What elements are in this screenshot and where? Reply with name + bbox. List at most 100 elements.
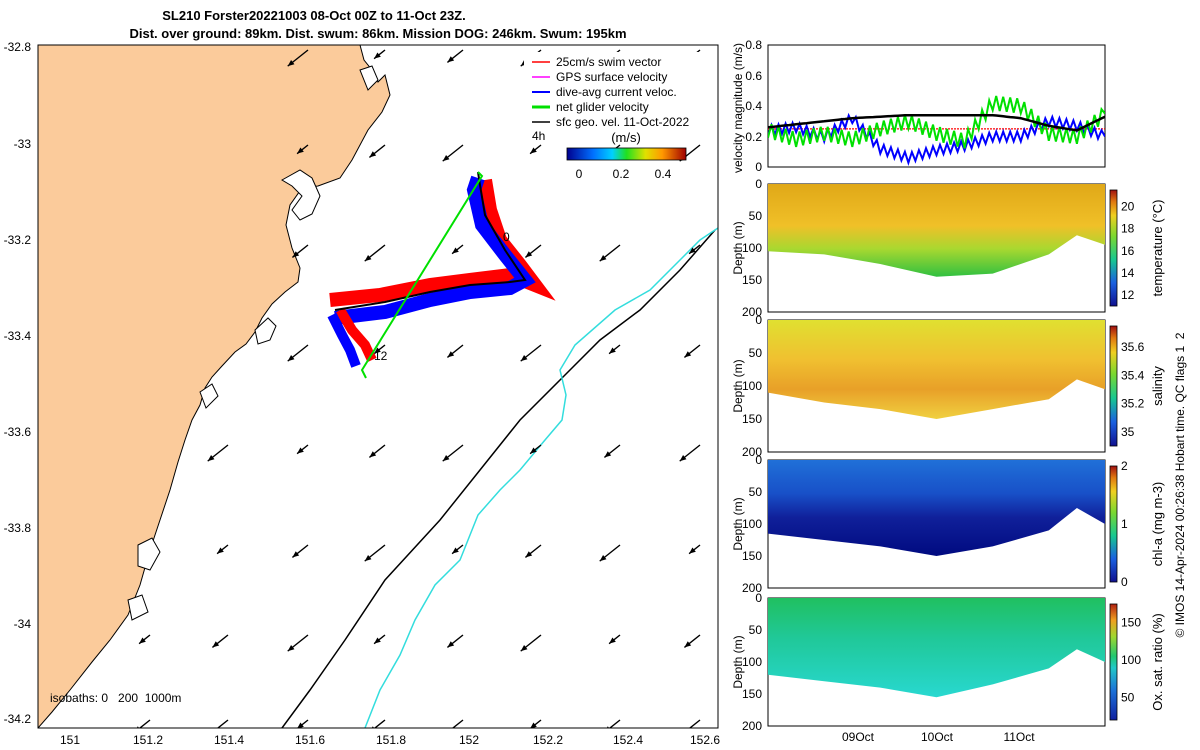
geo-velocity-arrow (287, 49, 309, 67)
colorbar-unit-label: (m/s) (611, 130, 641, 145)
map-ytick: -33.8 (4, 521, 32, 535)
map-xtick: 152.6 (690, 733, 720, 747)
colorbar-tick: 0.4 (655, 167, 672, 181)
map-xtick: 152.2 (533, 733, 563, 747)
section-ylabel: Depth (m) (731, 221, 745, 274)
isobaths-label: isobaths: 0 200 1000m (50, 691, 181, 705)
vel-ytick: 0 (755, 160, 762, 174)
geo-velocity-arrow (373, 634, 386, 645)
map-ytick: -34 (14, 617, 32, 631)
section-temperature: 0 50 100 150 200 Depth (m) 12 14 16 18 20 temperatu… (731, 177, 1165, 319)
colorbar-tick: 150 (1121, 616, 1141, 630)
colorbar-tick: 50 (1121, 691, 1135, 705)
colorbar-tick: 0.2 (613, 167, 630, 181)
land-mass (38, 45, 391, 728)
section-field (768, 184, 1105, 277)
section-xtick: 10Oct (921, 730, 954, 744)
section-field (768, 320, 1105, 419)
section-colorbar (1109, 603, 1118, 721)
lake-6 (359, 65, 379, 91)
legend-label: 25cm/s swim vector (556, 55, 661, 69)
section-ytick: 200 (742, 445, 762, 459)
geo-velocity-arrow (373, 49, 386, 60)
velocity-series-net-glider-velocity (768, 95, 1105, 149)
section-ytick: 0 (755, 591, 762, 605)
geo-velocity-arrow (446, 49, 464, 63)
geo-velocity-arrow (287, 344, 309, 362)
geo-velocity-arrow (529, 719, 542, 728)
geo-velocity-arrow (442, 144, 464, 162)
geo-velocity-arrow (138, 634, 151, 645)
section-colorbar (1109, 325, 1118, 447)
map-xtick: 151.8 (376, 733, 406, 747)
title-line-2: Dist. over ground: 89km. Dist. swum: 86k… (129, 26, 626, 41)
section-field (768, 598, 1105, 698)
geo-velocity-arrow (373, 344, 386, 355)
lake-3 (199, 383, 219, 409)
geo-velocity-arrow (287, 634, 309, 652)
title-line-1: SL210 Forster20221003 08-Oct 00Z to 11-O… (162, 8, 466, 23)
section-xtick: 09Oct (842, 730, 875, 744)
geo-velocity-arrow (451, 719, 464, 728)
section-colorbar (1109, 465, 1118, 583)
legend-item-gps: GPS surface velocity (532, 70, 667, 84)
track-label-12: 12 (374, 349, 388, 363)
current-vectors-blue (334, 175, 536, 325)
section-ylabel: Depth (m) (731, 635, 745, 688)
geo-velocity-arrow (688, 544, 701, 555)
velocity-series (768, 95, 1105, 166)
section-oxygen: 0 50 100 150 200 Depth (m) 50 100 150 Ox. sat. ra… (731, 591, 1165, 733)
southern-leg-blue (327, 312, 361, 368)
legend-label: net glider velocity (556, 100, 649, 114)
map-ytick: -33.4 (4, 329, 32, 343)
isobath-200m (281, 229, 716, 728)
colorbar-tick: 14 (1121, 266, 1135, 280)
colorbar-tick: 100 (1121, 653, 1141, 667)
geo-velocity-arrow (364, 544, 386, 562)
velocity-panel: 0 0.2 0.4 0.6 0.8 velocity magnitude (m/… (731, 38, 1106, 174)
colorbar-tick: 0 (1121, 575, 1128, 589)
colorbar-tick: 35.4 (1121, 368, 1145, 382)
section-ytick: 50 (749, 209, 763, 223)
legend-item-net: net glider velocity (532, 100, 649, 114)
colorbar-tick: 35 (1121, 425, 1135, 439)
geo-velocity-arrow (207, 444, 229, 462)
section-ytick: 150 (742, 687, 762, 701)
colorbar-tick: 0 (576, 167, 583, 181)
map-ytick: -33.6 (4, 425, 32, 439)
colorbar-tick: 18 (1121, 222, 1135, 236)
geo-velocity-arrow (451, 244, 464, 255)
map-xtick: 151 (60, 733, 80, 747)
geo-velocity-arrow (216, 544, 229, 555)
section-ytick: 0 (755, 453, 762, 467)
velocity-ylabel: velocity magnitude (m/s) (731, 43, 745, 173)
legend-item-geo: sfc geo. vel. 11-Oct-2022 (532, 115, 690, 129)
lake-4 (137, 537, 161, 571)
colorbar-tick: 1 (1121, 517, 1128, 531)
geo-velocity-arrow (529, 444, 542, 455)
net-velocity-green (360, 171, 484, 379)
vel-ytick: 0.4 (745, 99, 762, 113)
map-ytick: -33.2 (4, 233, 32, 247)
colorbar-label: temperature (°C) (1150, 200, 1165, 297)
velocity-series-sfc-geo-vel- (768, 113, 1105, 132)
section-salinity: 0 50 100 150 200 Depth (m) 35 35.2 35.4 35.6 salin… (731, 313, 1165, 459)
section-ytick: 50 (749, 485, 763, 499)
legend-label: sfc geo. vel. 11-Oct-2022 (556, 115, 690, 129)
section-ytick: 0 (755, 313, 762, 327)
legend-label: GPS surface velocity (556, 70, 667, 84)
section-ylabel: Depth (m) (731, 359, 745, 412)
legend-item-swim: 25cm/s swim vector (532, 55, 661, 69)
track-label-0: 0 (503, 230, 510, 244)
map-ytick: -34.2 (4, 712, 32, 726)
geo-velocity-arrow (451, 544, 464, 555)
geo-velocity-arrow (688, 719, 701, 728)
legend-item-dive: dive-avg current veloc. (532, 85, 677, 99)
isobath-1000m (364, 227, 718, 728)
section-ytick: 200 (742, 581, 762, 595)
section-ytick: 150 (742, 549, 762, 563)
vel-ytick: 0.8 (745, 38, 762, 52)
section-ytick: 50 (749, 623, 763, 637)
